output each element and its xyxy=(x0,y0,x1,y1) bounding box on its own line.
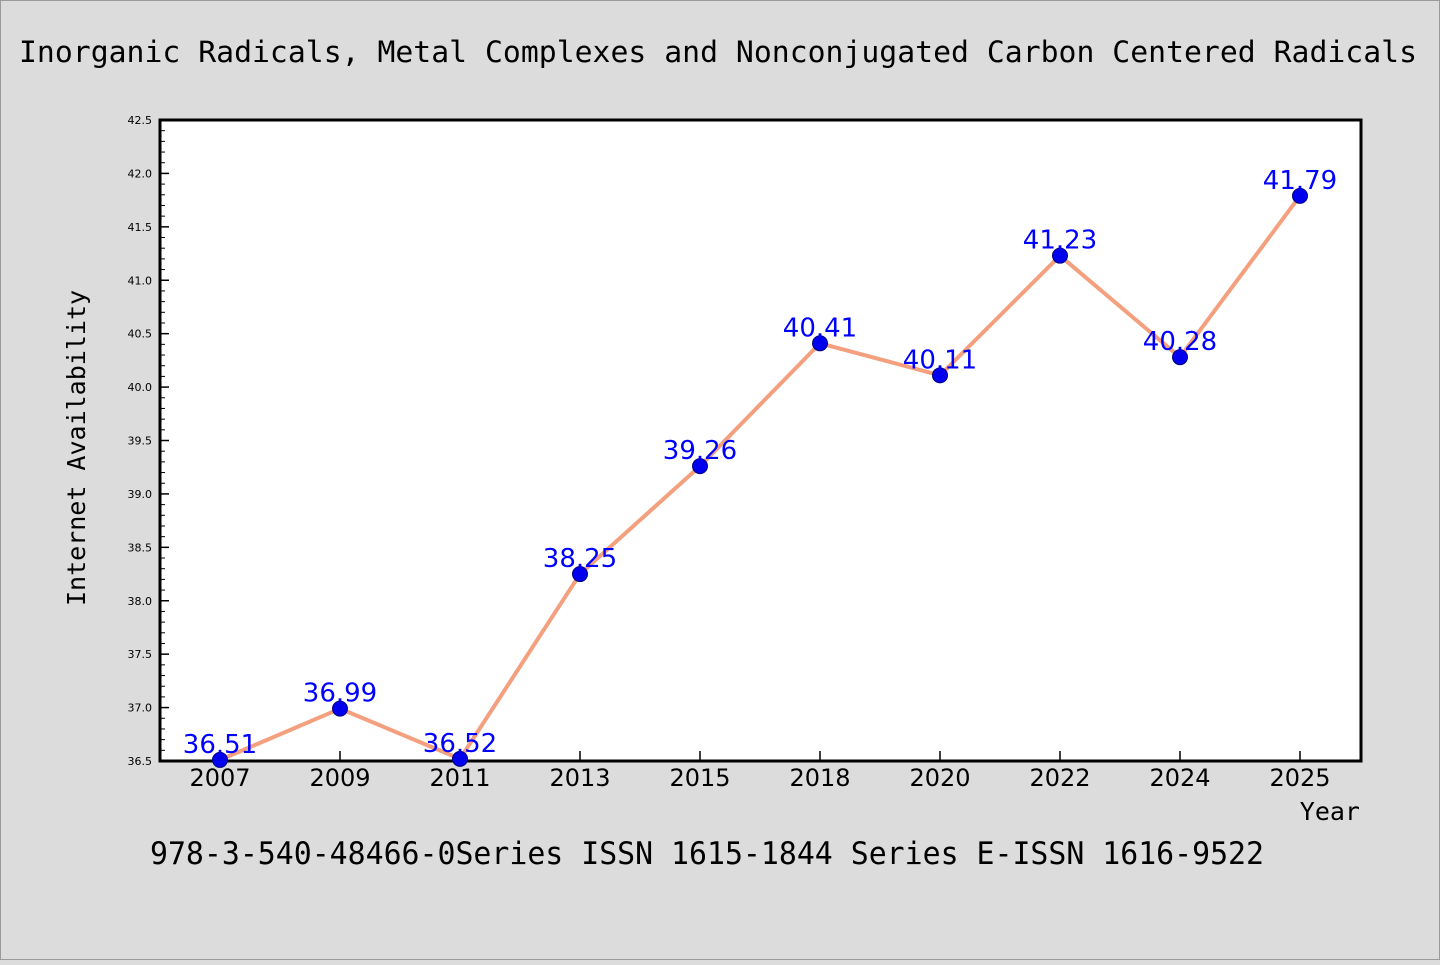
y-tick-label: 37.0 xyxy=(128,702,153,715)
data-label: 41.23 xyxy=(1023,226,1097,256)
x-tick-label: 2024 xyxy=(1149,764,1210,792)
x-tick-label: 2013 xyxy=(549,764,610,792)
chart-title: Inorganic Radicals, Metal Complexes and … xyxy=(19,35,1417,69)
y-tick-label: 42.5 xyxy=(128,114,153,127)
plot-area xyxy=(158,118,1363,763)
data-point xyxy=(452,750,468,767)
x-tick-label: 2011 xyxy=(429,764,490,792)
x-tick-label: 2025 xyxy=(1269,764,1330,792)
data-label: 36.52 xyxy=(423,729,497,759)
x-tick-label: 2018 xyxy=(789,764,850,792)
x-axis-label: Year xyxy=(1300,797,1360,826)
data-label: 41.79 xyxy=(1263,166,1337,196)
y-tick-label: 40.5 xyxy=(128,328,153,341)
data-point xyxy=(812,335,828,352)
data-markers xyxy=(212,187,1308,768)
data-point xyxy=(692,458,708,475)
y-axis-label: Internet Availability xyxy=(62,290,91,606)
y-axis-ticks: 36.5 37.0 37.5 38.0 38.5 39.0 39.5 40.0 40.5 41.0… xyxy=(128,114,169,768)
data-point xyxy=(332,700,348,717)
y-tick-label: 42.0 xyxy=(128,167,153,180)
data-label: 40.28 xyxy=(1143,327,1217,357)
data-point xyxy=(1172,349,1188,366)
data-label: 36.51 xyxy=(183,730,257,760)
x-tick-label: 2015 xyxy=(669,764,730,792)
data-point xyxy=(1052,247,1068,264)
data-point xyxy=(932,367,948,384)
series-line xyxy=(218,193,1302,762)
data-label: 39.26 xyxy=(663,436,737,466)
x-tick-label: 2009 xyxy=(309,764,370,792)
x-tick-label: 2007 xyxy=(189,764,250,792)
data-label: 36.99 xyxy=(303,679,377,709)
y-tick-label: 37.5 xyxy=(128,648,153,661)
y-tick-label: 36.5 xyxy=(128,755,153,768)
y-tick-label: 38.0 xyxy=(128,595,153,608)
data-point xyxy=(212,751,228,768)
data-point xyxy=(1292,187,1308,204)
y-tick-label: 40.0 xyxy=(128,381,153,394)
footer-isbn-issn: 978-3-540-48466-0Series ISSN 1615-1844 S… xyxy=(150,836,1264,872)
x-tick-label: 2022 xyxy=(1029,764,1090,792)
y-tick-label: 41.5 xyxy=(128,221,153,234)
y-tick-label: 39.5 xyxy=(128,435,153,448)
data-labels: 36.51 36.99 36.52 38.25 39.26 40.41 40.11 41.23… xyxy=(183,166,1337,760)
y-tick-label: 38.5 xyxy=(128,541,153,554)
y-tick-label: 39.0 xyxy=(128,488,153,501)
data-point xyxy=(572,566,588,583)
x-tick-label: 2020 xyxy=(909,764,970,792)
x-axis-ticks: 2007 2009 2011 2013 2015 2018 2020 2022 2024 2025 xyxy=(189,751,1331,792)
data-label: 40.11 xyxy=(903,345,977,375)
data-label: 40.41 xyxy=(783,313,857,343)
series-line-group xyxy=(218,193,1302,762)
y-tick-label: 41.0 xyxy=(128,274,153,287)
data-label: 38.25 xyxy=(543,544,617,574)
